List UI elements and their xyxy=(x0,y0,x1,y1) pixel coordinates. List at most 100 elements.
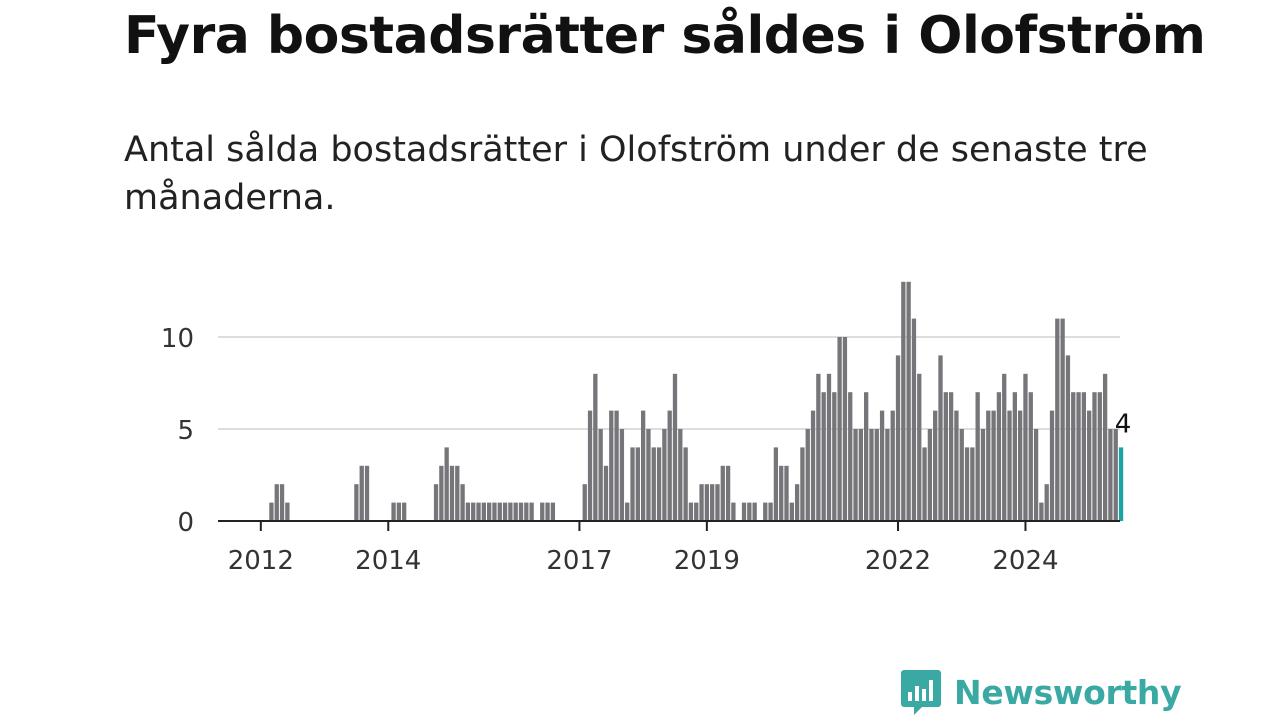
bar xyxy=(444,447,449,521)
bar xyxy=(747,502,752,521)
bar xyxy=(471,502,476,521)
bar xyxy=(354,484,359,521)
bar xyxy=(837,337,842,521)
bar xyxy=(1076,392,1081,521)
bar xyxy=(922,447,927,521)
bar xyxy=(927,429,933,521)
bar xyxy=(667,410,672,521)
bar xyxy=(269,502,274,521)
bar xyxy=(672,373,678,521)
bar xyxy=(1060,318,1065,521)
bar xyxy=(1108,429,1113,521)
bar xyxy=(885,429,890,521)
bars xyxy=(269,281,1124,521)
bar xyxy=(651,447,656,521)
bar xyxy=(476,502,481,521)
x-tick-label: 2022 xyxy=(865,546,931,576)
bar xyxy=(449,465,455,521)
bar xyxy=(991,410,996,521)
bar xyxy=(587,410,593,521)
bar xyxy=(465,502,471,521)
x-tick-label: 2017 xyxy=(546,546,612,576)
bar xyxy=(598,429,603,521)
bar xyxy=(688,502,694,521)
bar xyxy=(773,447,779,521)
bar xyxy=(911,318,917,521)
bar xyxy=(704,484,710,521)
bar xyxy=(582,484,587,521)
bar xyxy=(1044,484,1049,521)
bar xyxy=(784,465,789,521)
bar xyxy=(359,465,364,521)
bar xyxy=(810,410,816,521)
bar xyxy=(1023,373,1028,521)
bar xyxy=(502,502,508,521)
bar xyxy=(805,429,810,521)
bar xyxy=(906,281,911,521)
bar xyxy=(763,502,768,521)
bar xyxy=(614,410,619,521)
bar xyxy=(816,373,821,521)
bar xyxy=(1102,373,1108,521)
chart-title: Fyra bostadsrätter såldes i Olofström xyxy=(124,6,1206,66)
bar xyxy=(848,392,853,521)
bar xyxy=(524,502,529,521)
bar xyxy=(635,447,640,521)
bar xyxy=(1018,410,1023,521)
bar xyxy=(858,429,863,521)
bar xyxy=(1065,355,1071,521)
bar xyxy=(662,429,667,521)
axes: 0 5 10 4 2012 2014 2017 2019 2022 2024 xyxy=(161,324,1131,576)
bar xyxy=(518,502,524,521)
bar xyxy=(396,502,402,521)
bar xyxy=(895,355,901,521)
bar xyxy=(890,410,895,521)
bar xyxy=(508,502,513,521)
bar xyxy=(731,502,736,521)
bar xyxy=(720,465,725,521)
bar xyxy=(980,429,986,521)
bar xyxy=(497,502,502,521)
bar xyxy=(402,502,407,521)
newsworthy-logo-icon xyxy=(901,670,941,715)
bar xyxy=(439,465,444,521)
bar xyxy=(1092,392,1097,521)
bar xyxy=(789,502,794,521)
x-tick-label: 2024 xyxy=(992,546,1058,576)
bar xyxy=(874,429,879,521)
brand-name: Newsworthy xyxy=(954,672,1182,712)
bar xyxy=(1097,392,1102,521)
chart-subtitle: Antal sålda bostadsrätter i Olofström un… xyxy=(124,130,1148,218)
bar xyxy=(1071,392,1076,521)
bar xyxy=(725,465,731,521)
bar xyxy=(964,447,970,521)
y-tick-label: 0 xyxy=(177,508,194,538)
bar xyxy=(948,392,954,521)
bar xyxy=(832,392,837,521)
bar xyxy=(285,502,290,521)
bar xyxy=(630,447,635,521)
bar xyxy=(603,465,609,521)
bar xyxy=(996,392,1002,521)
bar xyxy=(975,392,980,521)
bar xyxy=(1087,410,1092,521)
bar xyxy=(609,410,614,521)
x-tick-label: 2012 xyxy=(228,546,294,576)
bar xyxy=(901,281,906,521)
bar xyxy=(752,502,757,521)
bar xyxy=(1055,318,1060,521)
bar xyxy=(1002,373,1007,521)
x-tick-label: 2014 xyxy=(355,546,421,576)
bar xyxy=(492,502,497,521)
bar xyxy=(715,484,720,521)
bar xyxy=(1039,502,1044,521)
bar xyxy=(433,484,439,521)
highlight-value-label: 4 xyxy=(1115,409,1132,439)
bar xyxy=(694,502,699,521)
bar xyxy=(943,392,948,521)
bar xyxy=(768,502,773,521)
bar xyxy=(970,447,975,521)
bar xyxy=(1113,429,1118,521)
y-tick-label: 10 xyxy=(161,324,194,354)
bar xyxy=(513,502,518,521)
